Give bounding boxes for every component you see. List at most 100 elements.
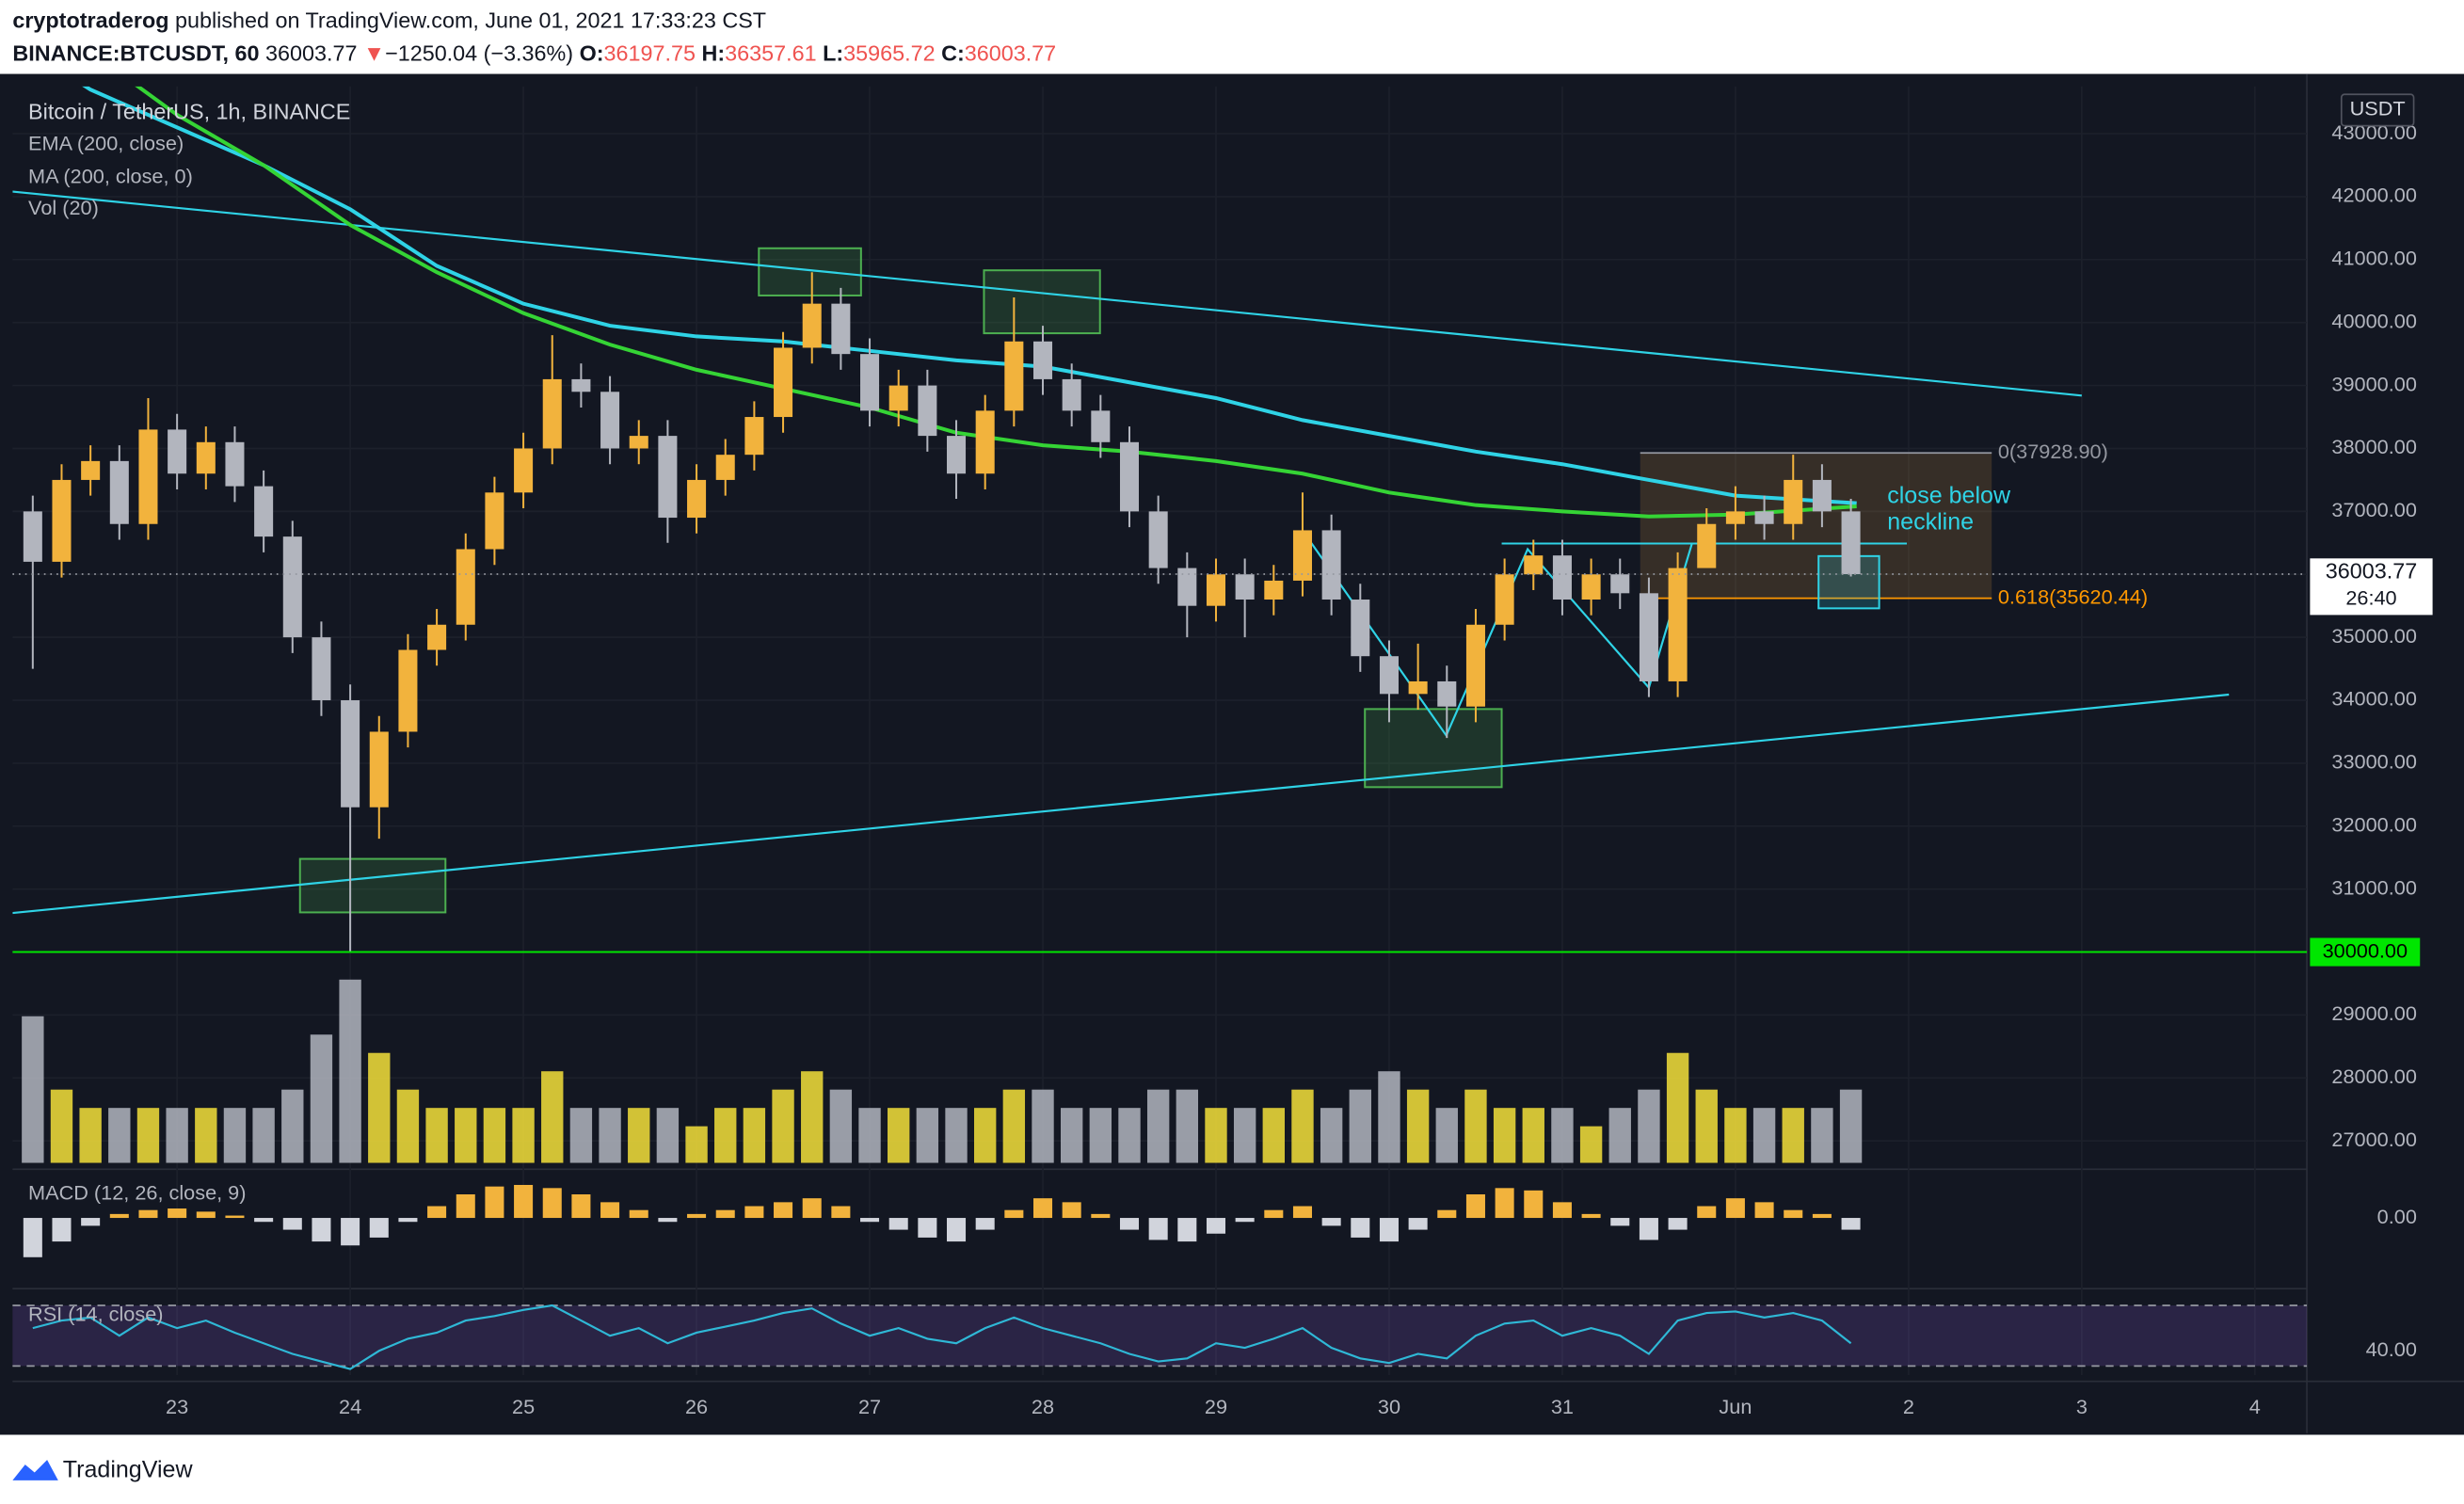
x-tick-label: 24: [339, 1395, 361, 1418]
macd-bar: [225, 1215, 245, 1219]
change: −1250.04 (−3.36%): [385, 41, 573, 66]
macd-bar: [774, 1202, 793, 1219]
x-tick-label: 26: [685, 1395, 708, 1418]
volume-bar: [888, 1108, 910, 1163]
legend-entry: RSI (14, close): [28, 1302, 163, 1325]
arrow: ▼: [363, 41, 385, 66]
trendline: [12, 190, 2082, 397]
candle-body: [947, 436, 967, 474]
macd-bar: [1495, 1188, 1514, 1219]
macd-bar: [1841, 1218, 1861, 1230]
trendline: [12, 693, 2230, 915]
macd-bar: [918, 1218, 937, 1238]
macd-bar: [831, 1206, 851, 1219]
candle-body: [1437, 680, 1457, 707]
macd-bar: [341, 1218, 360, 1246]
candle-body: [312, 637, 331, 701]
volume-bar: [1724, 1108, 1747, 1163]
y-tick-label: 40000.00: [2331, 309, 2416, 332]
x-tick-label: 31: [1551, 1395, 1574, 1418]
volume-bar: [1464, 1089, 1487, 1163]
candle-body: [485, 492, 504, 550]
fib-label: 0(37928.90): [1998, 440, 2108, 463]
x-tick-label: 3: [2076, 1395, 2088, 1418]
candle-body: [225, 441, 245, 487]
candle-body: [1697, 523, 1717, 568]
published: published on TradingView.com, June 01, 2…: [168, 8, 766, 33]
volume-bar: [1032, 1089, 1054, 1163]
ohlc-o: 36197.75: [604, 41, 696, 66]
countdown-label: 26:40: [2345, 585, 2396, 609]
volume-bar: [1320, 1108, 1343, 1163]
macd-bar: [1235, 1218, 1255, 1223]
macd-bar: [456, 1194, 475, 1219]
volume-bar: [1839, 1089, 1863, 1163]
volume-bar: [1378, 1071, 1400, 1163]
macd-bar: [1004, 1209, 1024, 1219]
volume-bar: [281, 1089, 304, 1163]
macd-bar: [1206, 1218, 1226, 1234]
volume-bar: [1522, 1108, 1544, 1163]
candle-body: [341, 700, 360, 808]
y-tick-label: 38000.00: [2331, 435, 2416, 458]
candle-body: [398, 649, 418, 732]
y-tick-label: 37000.00: [2331, 498, 2416, 521]
volume-bar: [1435, 1108, 1458, 1163]
candle-body: [456, 549, 475, 625]
macd-bar: [1437, 1209, 1457, 1219]
macd-bar: [23, 1218, 42, 1257]
candle-body: [715, 455, 735, 480]
macd-bar: [196, 1211, 216, 1219]
volume-bar: [1551, 1108, 1574, 1163]
level-label: 30000.00: [2323, 938, 2408, 962]
candle-body: [81, 460, 101, 480]
legend-entry: EMA (200, close): [28, 131, 184, 154]
ohlc-c: 36003.77: [965, 41, 1056, 66]
volume-bar: [166, 1108, 188, 1163]
volume-bar: [743, 1108, 766, 1163]
candle-body: [168, 429, 187, 474]
legend-entry: MACD (12, 26, close, 9): [28, 1181, 246, 1205]
candle-body: [1206, 574, 1226, 606]
candle-body: [1235, 574, 1255, 600]
candle-body: [1379, 656, 1399, 695]
macd-bar: [1524, 1190, 1544, 1219]
macd-bar: [1639, 1218, 1658, 1240]
volume-bar: [22, 1016, 44, 1163]
candle-body: [52, 479, 72, 562]
candle-body: [975, 410, 995, 474]
highlight-box: [758, 247, 862, 296]
macd-bar: [1379, 1218, 1399, 1242]
logo: [12, 1460, 58, 1480]
candle-body: [1408, 680, 1428, 695]
candle-body: [1581, 574, 1601, 600]
candle-body: [23, 511, 42, 562]
rsi-line: [32, 1304, 1852, 1370]
rsi-tick-label: 40.00: [2366, 1337, 2417, 1361]
volume-bar: [714, 1108, 737, 1163]
legend-entry: MA (200, close, 0): [28, 164, 193, 187]
ohlc-h-key: H:: [701, 41, 725, 66]
macd-bar: [1292, 1206, 1312, 1219]
macd-bar: [369, 1218, 389, 1238]
volume-bar: [455, 1108, 477, 1163]
volume-bar: [1205, 1108, 1227, 1163]
macd-bar: [398, 1218, 418, 1223]
ohlc-c-key: C:: [941, 41, 965, 66]
candle-body: [831, 303, 851, 355]
candle-body: [1639, 593, 1658, 681]
macd-bar: [658, 1218, 678, 1223]
macd-bar: [1119, 1218, 1140, 1230]
candle-body: [1004, 341, 1024, 411]
volume-bar: [1118, 1108, 1141, 1163]
highlight-box: [983, 269, 1101, 335]
volume-bar: [252, 1108, 275, 1163]
volume-bar: [656, 1108, 680, 1163]
volume-bar: [1262, 1108, 1285, 1163]
candle-body: [1610, 574, 1630, 594]
fib-label: 0.618(35620.44): [1998, 584, 2148, 608]
volume-bar: [1291, 1089, 1314, 1163]
candle-body: [687, 479, 707, 519]
x-tick-label: 28: [1032, 1395, 1054, 1418]
